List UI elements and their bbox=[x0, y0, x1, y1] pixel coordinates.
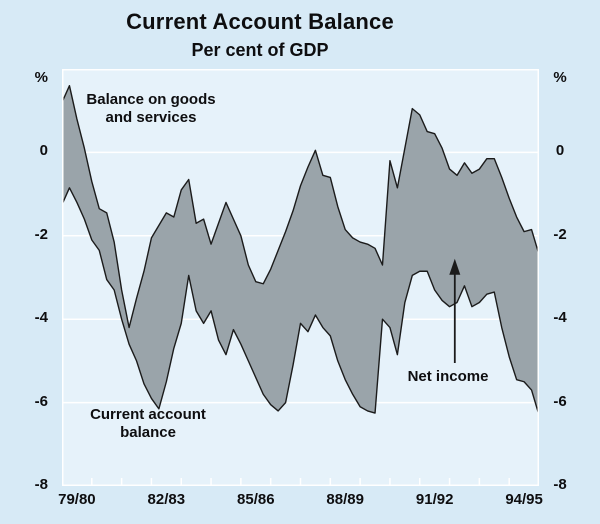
x-tick-label: 79/80 bbox=[58, 491, 96, 508]
x-tick-label: 91/92 bbox=[415, 491, 454, 508]
chart-subtitle: Per cent of GDP bbox=[191, 40, 329, 60]
y-tick-label: -2 bbox=[553, 225, 567, 243]
y-tick-label: -8 bbox=[34, 476, 48, 493]
y-tick-label: -6 bbox=[553, 392, 567, 410]
x-tick-label: 88/89 bbox=[326, 491, 364, 508]
y-tick-label: -4 bbox=[553, 309, 567, 327]
line-balance-goods-services bbox=[62, 84, 539, 329]
series-label-current-account-balance: Current account balance bbox=[90, 406, 206, 442]
y-tick-label: 0 bbox=[39, 142, 48, 160]
y-tick-label: -4 bbox=[34, 309, 48, 327]
series-label-balance-on-goods-and-services: Balance on goods and services bbox=[86, 91, 216, 127]
y-tick-label: -6 bbox=[34, 392, 48, 410]
line-current-account-balance bbox=[62, 187, 539, 416]
y-axis-unit-right: % bbox=[553, 69, 567, 86]
net-income-arrow-head bbox=[449, 258, 461, 275]
chart-title: Current Account Balance bbox=[126, 9, 394, 34]
y-tick-label: -2 bbox=[34, 225, 48, 243]
y-tick-label: 0 bbox=[555, 142, 565, 160]
x-tick-label: 85/86 bbox=[237, 491, 275, 508]
y-tick-label: -8 bbox=[553, 476, 567, 493]
x-tick-label: 82/83 bbox=[147, 491, 186, 508]
y-axis-unit-left: % bbox=[34, 69, 48, 86]
plot-area bbox=[62, 69, 539, 486]
x-tick-label: 94/95 bbox=[505, 491, 543, 508]
annotation-net-income: Net income bbox=[407, 368, 489, 385]
net-income-band bbox=[62, 85, 539, 416]
